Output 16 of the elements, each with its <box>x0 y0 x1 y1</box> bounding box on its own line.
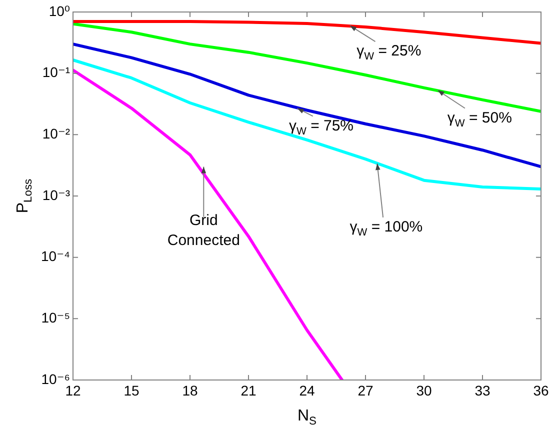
x-tick-label: 18 <box>182 382 198 398</box>
x-tick-label: 33 <box>474 382 490 398</box>
y-tick-label: 10⁻¹ <box>42 64 70 80</box>
x-tick-label: 24 <box>299 382 315 398</box>
y-tick-label: 10⁻⁵ <box>41 310 70 326</box>
y-tick-label: 10⁻² <box>42 126 70 142</box>
x-tick-label: 15 <box>124 382 140 398</box>
y-tick-label: 10⁰ <box>48 2 70 19</box>
x-tick-label: 36 <box>533 382 549 398</box>
y-tick-label: 10⁻⁴ <box>41 248 70 264</box>
x-tick-label: 30 <box>416 382 432 398</box>
x-tick-label: 27 <box>358 382 374 398</box>
x-tick-label: 21 <box>240 382 256 398</box>
y-tick-label: 10⁻³ <box>42 186 70 203</box>
y-axis-title: PLoss <box>14 178 35 214</box>
annotation: Grid Connected <box>167 212 240 249</box>
